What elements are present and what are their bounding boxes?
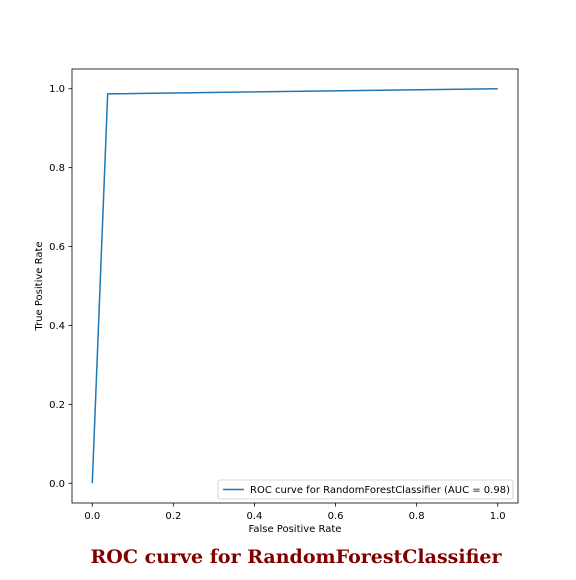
x-tick-label: 0.2: [165, 511, 181, 522]
roc-curve-line-0: [91, 87, 498, 484]
y-tick-label: 0.4: [49, 321, 65, 332]
x-tick-label: 1.0: [490, 511, 506, 522]
y-tick-label: 0.0: [49, 479, 65, 490]
x-tick-label: 0.4: [247, 511, 263, 522]
y-tick-label: 0.8: [49, 163, 65, 174]
legend-label-0: ROC curve for RandomForestClassifier (AU…: [250, 485, 510, 496]
legend-box: [217, 479, 514, 500]
x-axis-label: False Positive Rate: [249, 524, 342, 535]
legend: ROC curve for RandomForestClassifier (AU…: [217, 479, 514, 500]
plot-area: [91, 87, 498, 484]
y-axis-label: True Positive Rate: [34, 241, 45, 331]
axes: 0.0 0.2 0.4 0.6 0.8 1.0 0.0 0.2 0.4 0.6 0.8 1.0: [49, 68, 519, 522]
x-tick-label: 0.6: [328, 511, 344, 522]
x-tick-label: 0.8: [409, 511, 425, 522]
plot-frame: [71, 68, 519, 504]
y-tick-label: 0.2: [49, 400, 65, 411]
x-tick-label: 0.0: [84, 511, 100, 522]
chart-title: ROC curve for RandomForestClassifier: [91, 546, 503, 568]
y-tick-label: 0.6: [49, 242, 65, 253]
y-tick-label: 1.0: [49, 84, 65, 95]
